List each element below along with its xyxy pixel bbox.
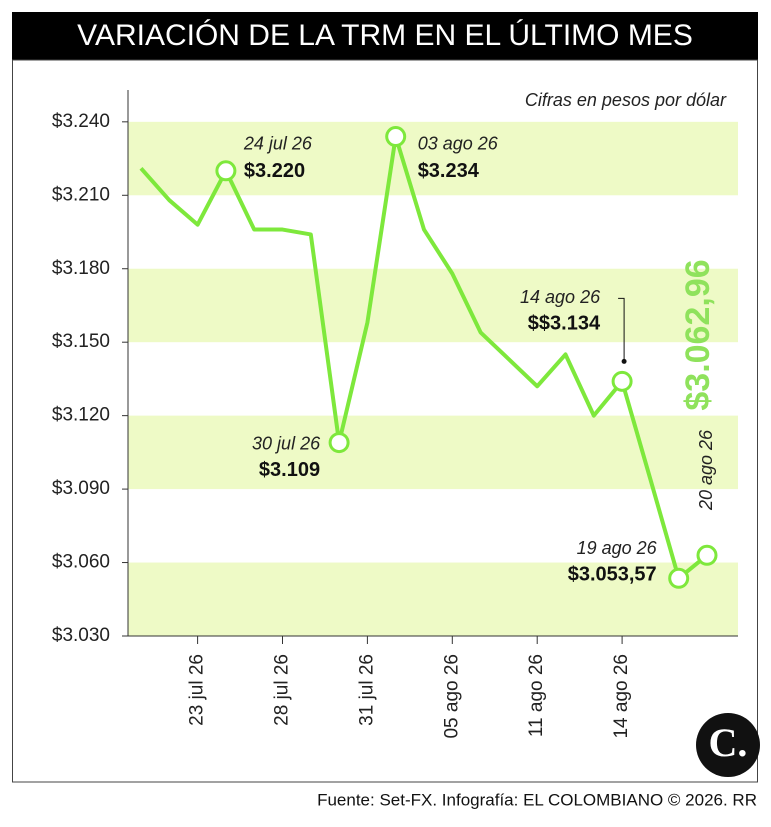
source: Fuente: Set-FX. Infografía: EL COLOMBIAN… — [317, 790, 757, 809]
point-date: 19 ago 26 — [577, 538, 658, 558]
logo: C. — [709, 720, 748, 765]
y-tick-label: $3.030 — [52, 625, 110, 646]
value-label: $3.220 — [244, 160, 305, 182]
logo-badge — [696, 713, 760, 777]
grid-band — [128, 562, 738, 636]
chart-title: VARIACIÓN DE LA TRM EN EL ÚLTIMO MES — [77, 19, 693, 52]
y-tick-label: $3.090 — [52, 478, 110, 499]
x-tick-label: 14 ago 26 — [611, 654, 632, 739]
y-tick-label: $3.120 — [52, 405, 110, 426]
value-label: $3.109 — [259, 459, 320, 481]
value-label: $3.053,57 — [568, 564, 657, 586]
y-tick-label: $3.150 — [52, 331, 110, 352]
value-label: $3.234 — [418, 160, 480, 182]
value-label: $3.062,96 — [679, 259, 717, 410]
point — [668, 567, 690, 589]
callout-dot — [621, 358, 627, 364]
y-tick-label: $3.060 — [52, 552, 110, 573]
y-tick-label: $3.210 — [52, 184, 110, 205]
x-tick-label: 31 jul 26 — [356, 654, 377, 726]
point — [611, 370, 633, 392]
callout — [618, 297, 625, 362]
y-tick-label: $3.240 — [52, 111, 110, 132]
y-tick-label: $3.180 — [52, 258, 110, 279]
x-tick-label: 11 ago 26 — [526, 654, 547, 737]
point-date: 30 jul 26 — [252, 433, 321, 453]
point-date: 14 ago 26 — [520, 287, 601, 307]
line — [139, 134, 709, 581]
frame — [12, 59, 758, 783]
title-bar — [12, 12, 758, 60]
point — [328, 432, 350, 454]
x-tick-label: 05 ago 26 — [441, 654, 462, 739]
point — [385, 126, 407, 148]
x-tick-label: 28 jul 26 — [272, 654, 293, 726]
grid-band — [128, 415, 738, 490]
point — [696, 544, 718, 566]
grid-band — [128, 268, 738, 343]
subtitle: Cifras en pesos por dólar — [525, 90, 727, 110]
value-label: $$3.134 — [528, 313, 601, 335]
point-date: 24 jul 26 — [243, 134, 313, 154]
point-date: 03 ago 26 — [418, 133, 499, 153]
point-date: 20 ago 26 — [696, 429, 716, 511]
x-tick-label: 23 jul 26 — [187, 654, 208, 726]
point — [215, 160, 237, 182]
